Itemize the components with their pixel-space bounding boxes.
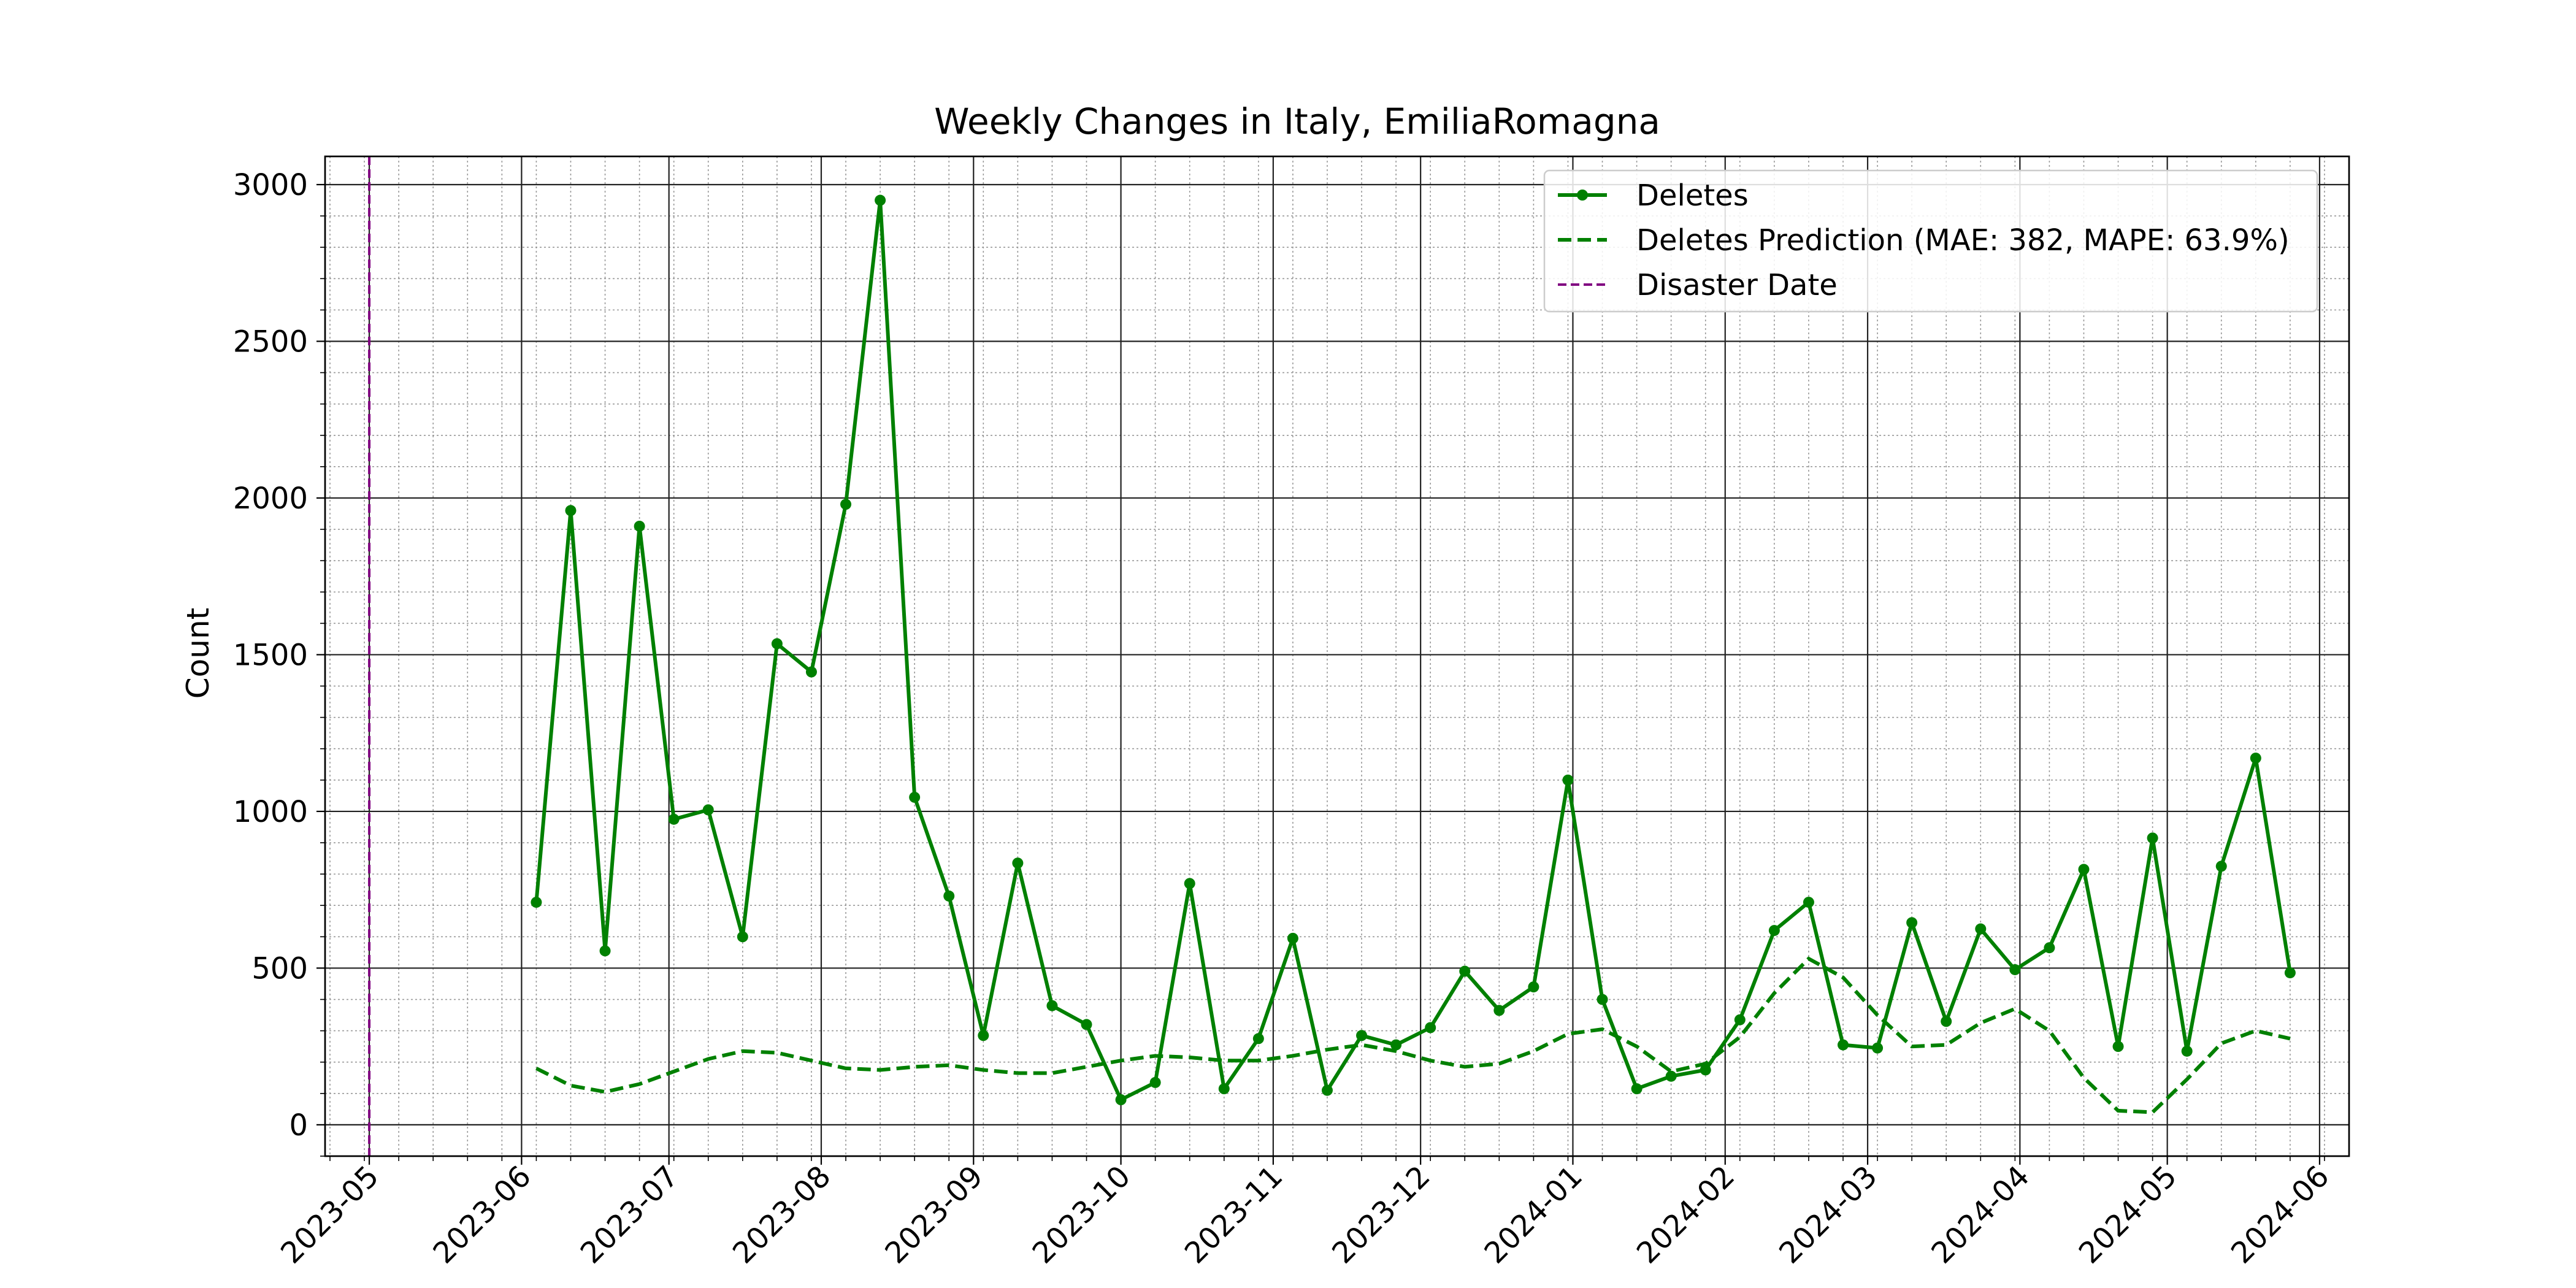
x-tick-label: 2024-01 [1478,1159,1589,1270]
data-point [1218,1083,1230,1095]
data-point [1081,1019,1092,1030]
data-point [1493,1005,1505,1016]
minor-grid [325,156,2349,1157]
data-point [2044,942,2055,954]
data-point [2250,753,2261,764]
data-point [1321,1084,1333,1096]
data-point [1390,1039,1402,1051]
data-point [1046,1000,1058,1011]
data-point [1803,897,1814,908]
data-point [1528,981,1539,993]
data-point [2284,967,2296,979]
x-tick-label: 2024-02 [1630,1159,1741,1270]
y-tick-label: 2500 [233,324,308,359]
data-point [531,897,542,908]
data-point [2147,832,2158,844]
data-point [840,499,852,510]
data-point [2215,861,2227,872]
y-tick-label: 0 [289,1108,308,1143]
data-point [1906,917,1918,929]
y-axis-label: Count [180,608,216,699]
data-point [2009,964,2021,975]
x-tick-label: 2024-03 [1773,1159,1884,1270]
deletes-series [531,194,2296,1106]
data-point [805,666,817,678]
data-point [1838,1039,1849,1051]
x-tick-label: 2023-05 [274,1159,385,1270]
data-point [1115,1094,1127,1106]
data-point [1287,932,1298,944]
data-point [1252,1033,1264,1045]
y-axis: 0 500 1000 1500 2000 2500 3000 [233,168,325,1157]
data-point [978,1030,989,1041]
x-tick-label: 2023-07 [574,1159,685,1270]
data-point [1941,1016,1952,1027]
x-tick-label: 2023-09 [878,1159,989,1270]
y-tick-label: 1000 [233,795,308,829]
data-point [1459,965,1471,977]
deletes-line [534,198,2292,1102]
data-point [702,804,714,816]
data-point [668,813,680,825]
legend-box [1543,169,2318,313]
legend-label: Deletes Prediction (MAE: 382, MAPE: 63.9… [1636,223,2290,258]
legend: Deletes Deletes Prediction (MAE: 382, MAP… [1543,169,2318,313]
legend-label: Deletes [1636,178,1749,213]
x-tick-label: 2024-04 [1925,1159,2036,1270]
data-point [1872,1042,1884,1054]
legend-swatch [1558,190,1607,201]
data-point [1665,1070,1677,1082]
y-tick-label: 1500 [233,638,308,672]
x-tick-label: 2023-08 [726,1159,837,1270]
data-point [634,520,645,532]
chart-title: Weekly Changes in Italy, EmiliaRomagna [934,101,1660,142]
data-point [909,791,921,803]
data-point [2181,1045,2193,1057]
legend-marker [1577,190,1588,201]
y-tick-label: 500 [251,951,308,986]
data-point [2078,864,2090,875]
legend-label: Disaster Date [1636,268,1838,302]
data-point [1425,1022,1436,1033]
data-point [1356,1030,1368,1041]
x-tick-label: 2024-05 [2072,1159,2183,1270]
data-point [1975,923,1987,935]
plot-frame [324,155,2350,1157]
prediction-line [535,956,2291,1114]
x-tick-label: 2023-10 [1026,1159,1137,1270]
deletes-prediction-series [535,956,2291,1114]
data-point [1184,878,1195,889]
data-point [565,505,577,516]
x-tick-label: 2023-11 [1178,1159,1289,1270]
data-point [1562,774,1574,786]
y-tick-label: 3000 [233,168,308,202]
data-point [2112,1041,2124,1052]
x-tick-label: 2023-06 [426,1159,537,1270]
x-axis: 2023-05 2023-06 2023-07 2023-08 2023-09 2023-… [274,1156,2336,1270]
data-point [875,194,886,206]
data-point [1597,994,1608,1005]
data-point [1012,857,1024,869]
data-point [1631,1083,1643,1095]
data-point [943,890,955,902]
data-point [1734,1014,1746,1025]
data-point [1700,1064,1711,1076]
x-tick-label: 2024-06 [2225,1159,2336,1270]
data-point [771,638,783,650]
data-point [1149,1076,1161,1088]
x-tick-label: 2023-12 [1325,1159,1436,1270]
data-point [737,931,748,943]
data-point [1768,925,1780,937]
series-layer [531,194,2296,1114]
y-tick-label: 2000 [233,481,308,516]
data-point [599,945,611,957]
